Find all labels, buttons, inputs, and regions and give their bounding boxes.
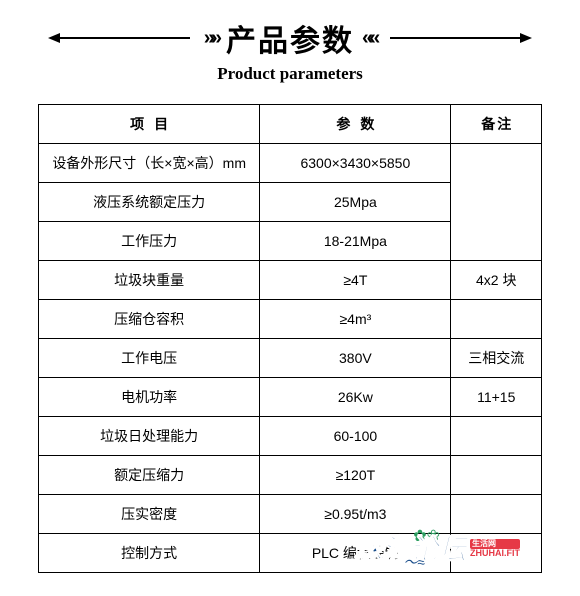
cell-item: 压实密度 (39, 495, 260, 534)
table-row: 垃圾日处理能力60-100 (39, 417, 542, 456)
table-header-row: 项目 参数 备注 (39, 105, 542, 144)
table-row: 压缩仓容积≥4m³ (39, 300, 542, 339)
table-row: 额定压缩力≥120T (39, 456, 542, 495)
table-row: 工作电压380V三相交流 (39, 339, 542, 378)
table-row: 控制方式PLC 编程控制 (39, 534, 542, 573)
table-container: 项目 参数 备注 设备外形尺寸（长×宽×高）mm6300×3430×5850液压… (0, 104, 580, 573)
cell-item: 设备外形尺寸（长×宽×高）mm (39, 144, 260, 183)
cell-remark (451, 456, 542, 495)
cell-remark (451, 300, 542, 339)
cell-remark (451, 495, 542, 534)
cell-remark: 三相交流 (451, 339, 542, 378)
spec-table: 项目 参数 备注 设备外形尺寸（长×宽×高）mm6300×3430×5850液压… (38, 104, 542, 573)
table-row: 压实密度≥0.95t/m3 (39, 495, 542, 534)
cell-item: 工作电压 (39, 339, 260, 378)
cell-item: 电机功率 (39, 378, 260, 417)
cell-param: 26Kw (260, 378, 451, 417)
cell-item: 液压系统额定压力 (39, 183, 260, 222)
cell-item: 控制方式 (39, 534, 260, 573)
title-wrap: »» 产品参数 «« (204, 16, 377, 60)
table-row: 垃圾块重量≥4T4x2 块 (39, 261, 542, 300)
quote-right: «« (362, 27, 376, 50)
arrow-left (48, 33, 190, 43)
cell-item: 额定压缩力 (39, 456, 260, 495)
cell-param: ≥4T (260, 261, 451, 300)
watermark-wave-icon: ～≈ (403, 552, 425, 572)
cell-item: 压缩仓容积 (39, 300, 260, 339)
watermark-deco-icon: ✿❀ (413, 526, 440, 546)
cell-param: 18-21Mpa (260, 222, 451, 261)
header-remark: 备注 (451, 105, 542, 144)
cell-param: ≥4m³ (260, 300, 451, 339)
cell-item: 工作压力 (39, 222, 260, 261)
cell-item: 垃圾日处理能力 (39, 417, 260, 456)
quote-left: »» (204, 27, 218, 50)
cell-param: 6300×3430×5850 (260, 144, 451, 183)
arrow-right (390, 33, 532, 43)
title-cn: 产品参数 (226, 16, 354, 60)
header-item: 项目 (39, 105, 260, 144)
header: »» 产品参数 «« (0, 16, 580, 60)
cell-remark: 11+15 (451, 378, 542, 417)
cell-remark: 4x2 块 (451, 261, 542, 300)
cell-remark (451, 534, 542, 573)
cell-param: ≥120T (260, 456, 451, 495)
title-en: Product parameters (0, 64, 580, 84)
cell-remark (451, 144, 542, 261)
cell-remark (451, 417, 542, 456)
cell-item: 垃圾块重量 (39, 261, 260, 300)
cell-param: 380V (260, 339, 451, 378)
cell-param: 60-100 (260, 417, 451, 456)
cell-param: 25Mpa (260, 183, 451, 222)
header-param: 参数 (260, 105, 451, 144)
table-row: 设备外形尺寸（长×宽×高）mm6300×3430×5850 (39, 144, 542, 183)
table-row: 电机功率26Kw11+15 (39, 378, 542, 417)
